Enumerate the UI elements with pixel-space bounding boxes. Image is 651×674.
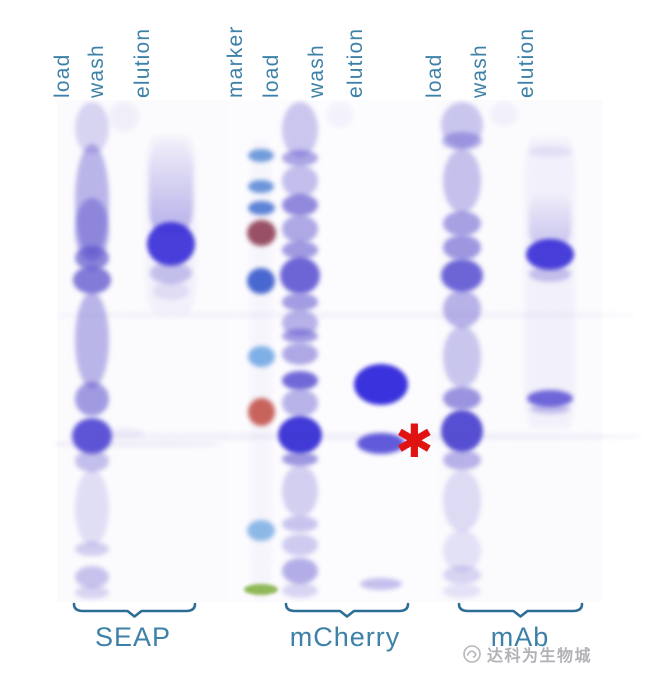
lane-label-wash: wash <box>85 44 108 98</box>
lane-label-marker: marker <box>224 25 247 98</box>
group-label-mcherry: mCherry <box>289 622 401 652</box>
lane-label-wash: wash <box>468 44 491 98</box>
gel-piece <box>57 100 229 602</box>
group-label-mab: mAb <box>490 622 550 652</box>
lane-label-load: load <box>51 53 74 98</box>
lane-label-elution: elution <box>131 27 154 98</box>
watermark-text: 达科为生物城 <box>487 648 593 665</box>
group-bracket <box>457 602 584 618</box>
watermark-logo-icon <box>463 645 481 663</box>
lane-label-elution: elution <box>515 27 538 98</box>
gel-piece <box>229 100 437 602</box>
group-label-seap: SEAP <box>94 622 172 652</box>
lane-label-load: load <box>260 53 283 98</box>
lane-label-elution: elution <box>344 27 367 98</box>
watermark: 达科为生物城 <box>462 642 592 666</box>
lane-label-wash: wash <box>305 44 328 98</box>
lane-label-load: load <box>423 53 446 98</box>
group-bracket <box>284 602 410 618</box>
asterisk-annotation: ✱ <box>395 414 434 468</box>
gel-piece <box>437 100 602 602</box>
group-bracket <box>72 602 197 618</box>
